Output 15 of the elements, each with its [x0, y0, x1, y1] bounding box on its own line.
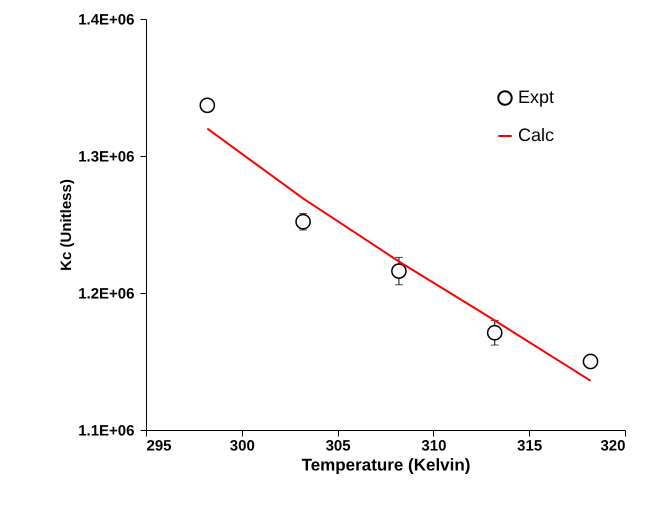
x-tick-label: 305 [326, 438, 351, 454]
legend-label: Calc [518, 125, 554, 145]
y-tick-label: 1.2E+06 [78, 286, 134, 302]
x-axis-title: Temperature (Kelvin) [302, 456, 470, 474]
x-tick-label: 295 [146, 438, 172, 454]
line-series [206, 128, 592, 382]
x-tick-label: 315 [517, 438, 542, 454]
x-tick-label: 300 [230, 438, 255, 454]
y-tick-label: 1.1E+06 [78, 422, 134, 440]
y-tick-label: 1.3E+06 [78, 148, 134, 166]
legend-label: Expt [518, 87, 554, 107]
x-tick-label: 320 [600, 438, 626, 454]
x-tick-label: 310 [421, 438, 446, 454]
y-tick-label: 1.4E+06 [78, 12, 134, 28]
y-axis-title: Kc (Unitless) [58, 179, 76, 271]
